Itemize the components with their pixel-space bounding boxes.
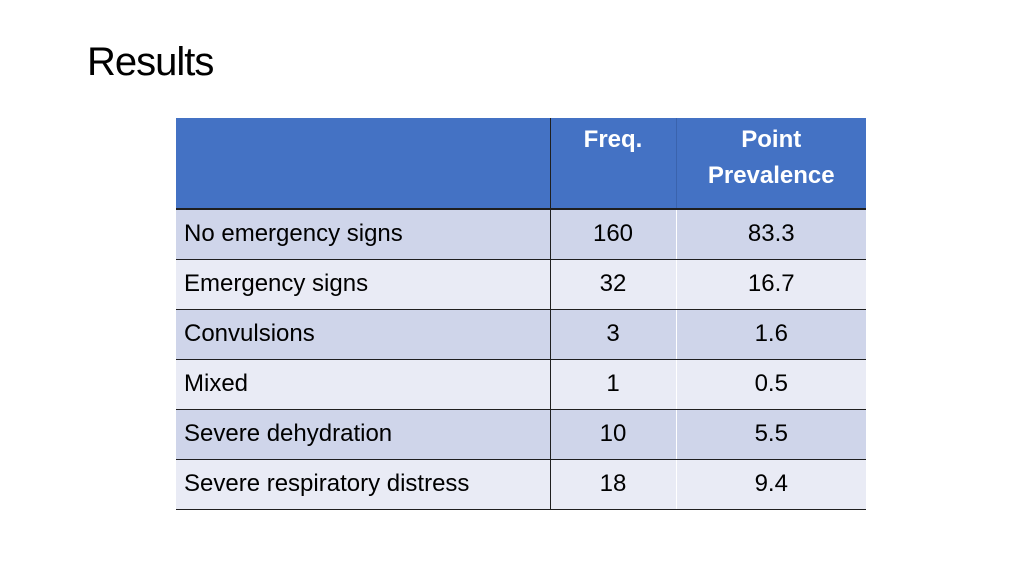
table-row: Convulsions 3 1.6 bbox=[176, 309, 866, 360]
header-label-cell bbox=[176, 118, 550, 209]
row-prevalence: 83.3 bbox=[676, 209, 866, 260]
table-row: Severe dehydration 10 5.5 bbox=[176, 409, 866, 460]
row-label: Mixed bbox=[176, 359, 551, 410]
row-label: Emergency signs bbox=[176, 259, 551, 310]
row-freq: 18 bbox=[550, 459, 677, 510]
row-prevalence: 1.6 bbox=[676, 309, 866, 360]
row-label: Severe dehydration bbox=[176, 409, 551, 460]
header-prevalence-cell: Point Prevalence bbox=[676, 118, 866, 209]
row-prevalence: 0.5 bbox=[676, 359, 866, 410]
row-prevalence: 5.5 bbox=[676, 409, 866, 460]
table-row: No emergency signs 160 83.3 bbox=[176, 209, 866, 260]
row-label: No emergency signs bbox=[176, 209, 551, 260]
row-freq: 3 bbox=[550, 309, 677, 360]
table-row: Emergency signs 32 16.7 bbox=[176, 259, 866, 310]
row-freq: 10 bbox=[550, 409, 677, 460]
row-prevalence: 9.4 bbox=[676, 459, 866, 510]
row-prevalence: 16.7 bbox=[676, 259, 866, 310]
results-table: Freq. Point Prevalence No emergency sign… bbox=[176, 118, 866, 510]
header-freq-text: Freq. bbox=[583, 126, 643, 153]
header-prevalence-line1: Point bbox=[741, 126, 802, 153]
row-freq: 160 bbox=[550, 209, 677, 260]
header-prevalence-line2: Prevalence bbox=[707, 162, 835, 189]
header-freq-cell: Freq. bbox=[549, 118, 677, 209]
slide-title: Results bbox=[87, 40, 214, 84]
row-freq: 1 bbox=[550, 359, 677, 410]
table-row: Mixed 1 0.5 bbox=[176, 359, 866, 410]
table-header-row: Freq. Point Prevalence bbox=[176, 118, 866, 209]
row-label: Convulsions bbox=[176, 309, 551, 360]
table-row: Severe respiratory distress 18 9.4 bbox=[176, 459, 866, 510]
row-freq: 32 bbox=[550, 259, 677, 310]
row-label: Severe respiratory distress bbox=[176, 459, 551, 510]
